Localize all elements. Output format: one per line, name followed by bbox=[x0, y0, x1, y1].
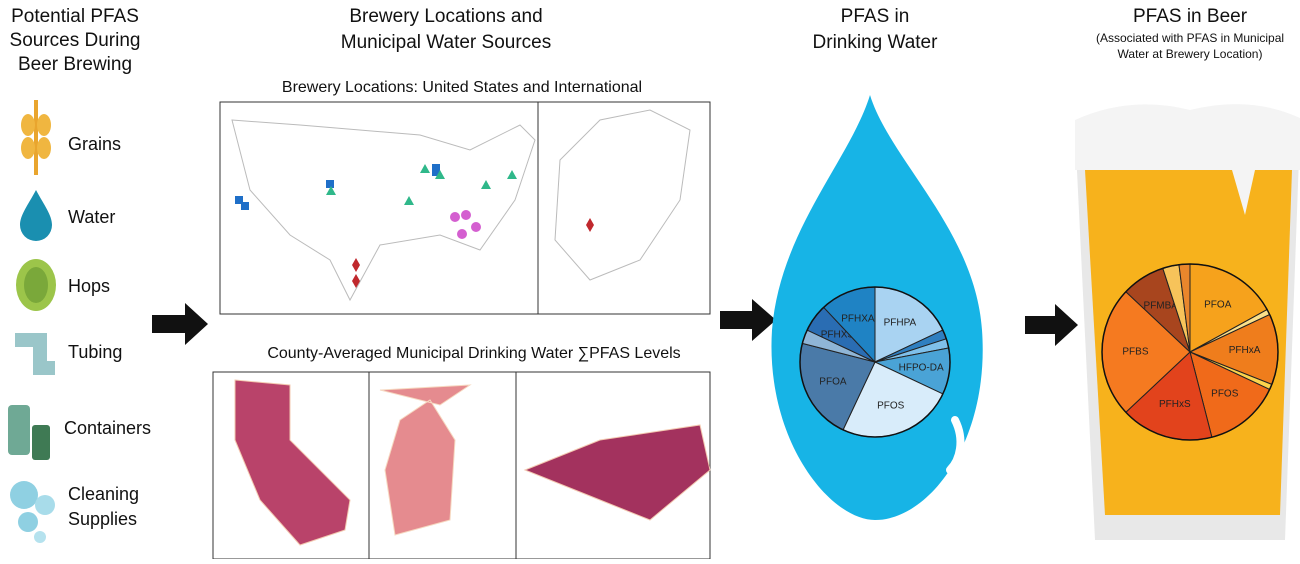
slice-label: PFOA bbox=[819, 376, 847, 387]
arrow bbox=[720, 299, 776, 341]
title-line: Brewery Locations and bbox=[349, 6, 542, 27]
subtitle-line: (Associated with PFAS in Municipal bbox=[1096, 31, 1284, 45]
highlight bbox=[946, 416, 965, 474]
source-label: Water bbox=[68, 207, 115, 227]
brewery-maps bbox=[219, 101, 711, 315]
pie-outline bbox=[1101, 263, 1279, 441]
slice-label: PFOA bbox=[1204, 300, 1232, 311]
icons bbox=[8, 100, 56, 543]
slice-label: PFBS bbox=[1122, 347, 1148, 358]
slice-label: PFHPA bbox=[884, 317, 917, 328]
slice-label: PFOS bbox=[1211, 389, 1239, 400]
title-line: Drinking Water bbox=[813, 32, 939, 53]
title-line: Municipal Water Sources bbox=[341, 32, 551, 53]
source-label: Containers bbox=[64, 418, 151, 438]
map-title: Brewery Locations: United States and Int… bbox=[282, 79, 642, 96]
source-label: Grains bbox=[68, 134, 121, 154]
source-label: Tubing bbox=[68, 342, 122, 362]
water-pie: PFHPA HFPO-DA PFOS PFOA PFHXS PFHXA bbox=[799, 286, 951, 438]
title-line: Potential PFAS bbox=[11, 6, 139, 27]
slice-label: PFOS bbox=[877, 400, 905, 411]
title-line: Beer Brewing bbox=[18, 54, 132, 75]
source-label: Cleaning bbox=[68, 484, 139, 504]
pie-outline bbox=[799, 286, 951, 438]
beer-pie: PFOA PFHxA PFOS PFHxS PFBS PFMBA bbox=[1101, 263, 1279, 441]
slice-label: PFHXS bbox=[821, 329, 855, 340]
title-line: Sources During bbox=[10, 30, 141, 51]
source-label: Supplies bbox=[68, 509, 137, 529]
slice-label: PFHXA bbox=[841, 313, 875, 324]
slice-label: PFHxA bbox=[1229, 345, 1261, 356]
source-label: Hops bbox=[68, 276, 110, 296]
arrow bbox=[152, 303, 208, 345]
subtitle-line: Water at Brewery Location) bbox=[1118, 47, 1263, 61]
slice-label: PFMBA bbox=[1144, 301, 1179, 312]
arrow bbox=[1025, 304, 1078, 346]
slice-label: HFPO-DA bbox=[899, 362, 944, 373]
county-title: County-Averaged Municipal Drinking Water… bbox=[267, 345, 680, 362]
title-line: PFAS in Beer bbox=[1133, 6, 1248, 27]
title-line: PFAS in bbox=[841, 6, 910, 27]
slice-label: PFHxS bbox=[1159, 399, 1191, 410]
county-maps bbox=[212, 371, 711, 560]
